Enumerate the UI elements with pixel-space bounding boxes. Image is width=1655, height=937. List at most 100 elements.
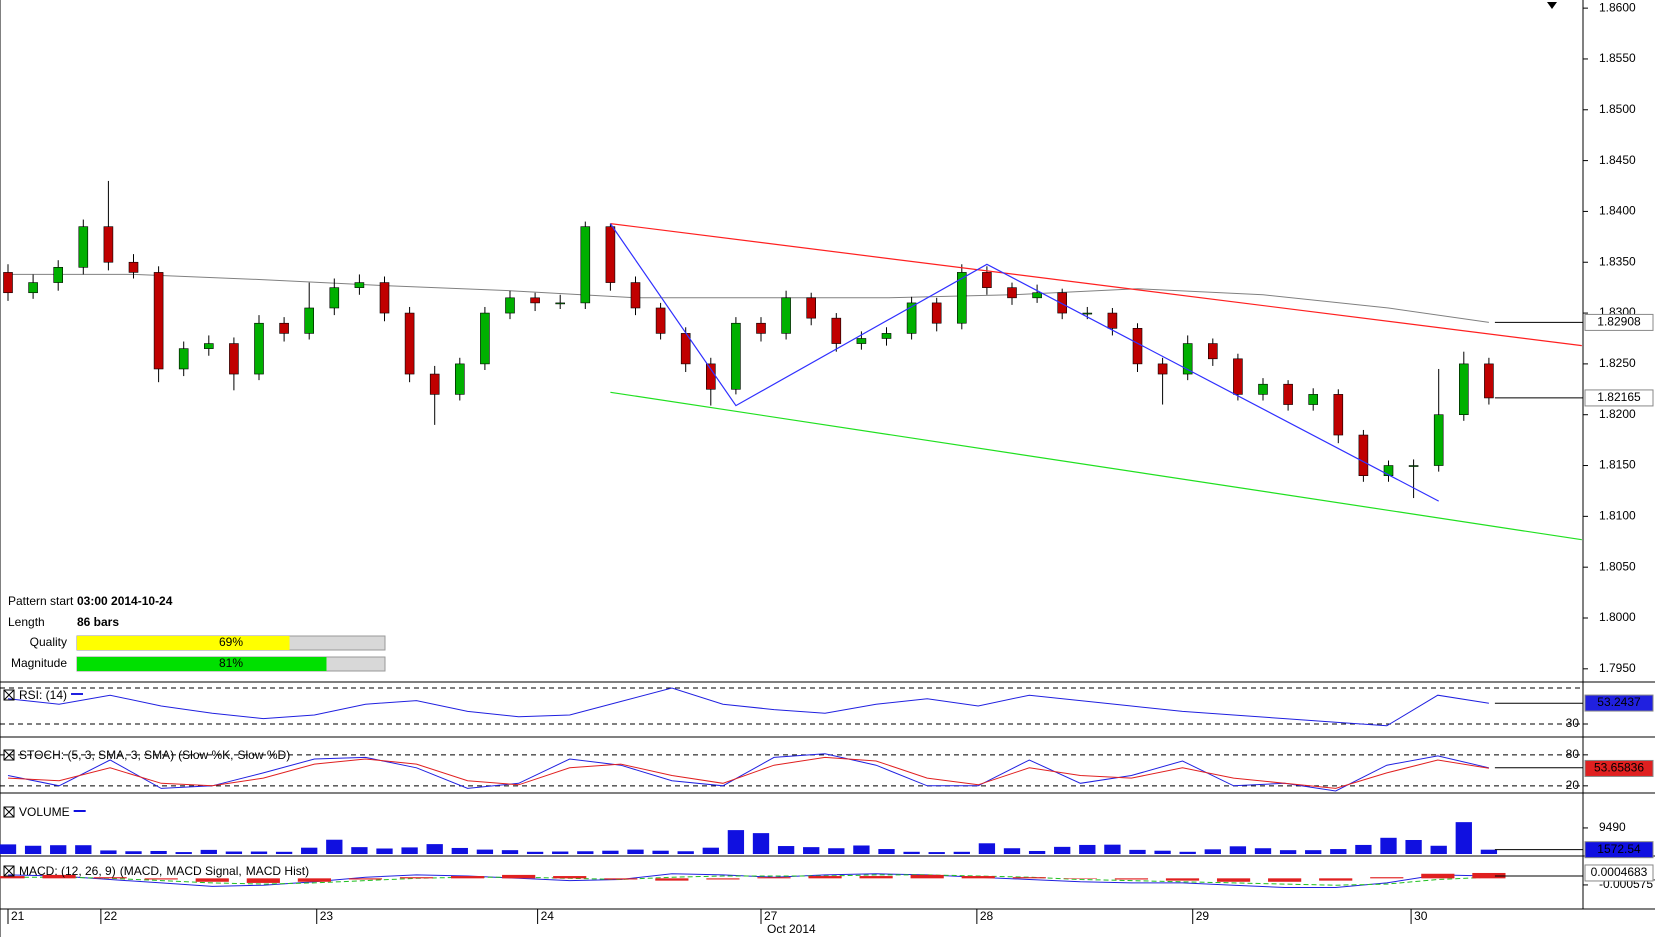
pane-icon xyxy=(3,865,15,877)
candle-body xyxy=(204,343,214,349)
bar xyxy=(195,878,229,882)
candle-body xyxy=(1333,394,1344,436)
bar xyxy=(1319,878,1353,881)
bar xyxy=(42,874,76,879)
bar xyxy=(246,878,280,883)
candle-body xyxy=(254,322,264,375)
y-tick-label: 80 xyxy=(1566,747,1580,761)
pane-icon xyxy=(3,806,15,818)
info-label: Magnitude xyxy=(11,656,67,670)
y-tick-label: 1.8400 xyxy=(1599,204,1636,218)
meter-label: 69% xyxy=(219,635,243,649)
bar xyxy=(752,833,770,854)
bar xyxy=(1216,878,1251,882)
candle-body xyxy=(78,226,89,268)
bar xyxy=(777,846,795,854)
candle-body xyxy=(1132,328,1143,365)
candle-body xyxy=(1383,465,1394,476)
value-box xyxy=(1584,864,1654,882)
candle-body xyxy=(304,307,315,334)
candle-body xyxy=(1107,312,1118,329)
meter-fill xyxy=(77,636,290,650)
pane-icon xyxy=(3,689,15,701)
x-tick-label: 30 xyxy=(1414,909,1428,923)
pattern-line xyxy=(610,223,1582,347)
indicator-line xyxy=(7,756,1489,789)
bar xyxy=(702,847,719,854)
candle-body xyxy=(1433,414,1444,466)
bar xyxy=(978,843,996,854)
bar xyxy=(351,847,368,854)
bar xyxy=(757,877,791,879)
bar xyxy=(125,851,142,854)
candle-body xyxy=(630,282,641,309)
pane-icon xyxy=(3,865,15,877)
bar xyxy=(552,851,569,854)
bar xyxy=(275,851,293,854)
bar xyxy=(0,844,17,854)
bar xyxy=(502,874,536,879)
bar xyxy=(451,847,468,854)
bar xyxy=(1472,872,1506,879)
bar xyxy=(1279,850,1297,854)
legend-label: (Slow %K, xyxy=(178,748,233,762)
candle-body xyxy=(1283,383,1293,405)
bar xyxy=(175,852,192,854)
bar xyxy=(828,848,845,854)
candle-body xyxy=(53,267,64,283)
candle-body xyxy=(480,312,490,365)
candle-body xyxy=(454,363,465,395)
candle-body xyxy=(354,282,365,288)
bar xyxy=(1165,878,1200,881)
menu-arrow xyxy=(1547,2,1557,9)
candle-body xyxy=(731,322,741,390)
bar xyxy=(200,849,217,854)
candle-body xyxy=(1182,343,1193,375)
bar xyxy=(1370,877,1404,879)
value-box xyxy=(1584,313,1654,331)
candle-body xyxy=(1032,292,1042,299)
candle-body xyxy=(555,302,566,305)
bar xyxy=(1268,878,1302,882)
bar xyxy=(24,845,42,854)
bar xyxy=(1063,878,1097,879)
y-tick-label: 1.8150 xyxy=(1599,458,1636,472)
indicator-line xyxy=(7,753,1490,792)
bar xyxy=(655,878,689,881)
bar xyxy=(1104,844,1121,854)
candle-body xyxy=(3,272,13,294)
indicator-line xyxy=(8,874,1489,886)
value-box xyxy=(1584,759,1654,777)
candle-body xyxy=(153,272,164,370)
bar xyxy=(1204,849,1221,854)
candle-body xyxy=(1408,465,1419,467)
y-tick-label: 1.8200 xyxy=(1599,407,1636,421)
candle-body xyxy=(1157,363,1168,375)
bar xyxy=(1480,849,1498,854)
candle-body xyxy=(1308,394,1318,405)
x-tick-label: 21 xyxy=(11,909,25,923)
candle-body xyxy=(229,343,239,375)
candle-body xyxy=(1057,292,1067,314)
candle-body xyxy=(404,312,415,375)
candle-body xyxy=(1358,434,1369,476)
bar xyxy=(903,851,920,854)
bar xyxy=(50,845,67,854)
bar xyxy=(1305,850,1322,854)
y-tick-label: 1.8050 xyxy=(1599,559,1636,573)
bar xyxy=(727,830,745,854)
bar xyxy=(1229,846,1247,854)
y-tick-label: 1.8100 xyxy=(1599,509,1636,523)
y-tick-label: 1.8000 xyxy=(1599,610,1636,624)
moving-average xyxy=(8,273,1489,323)
bar xyxy=(859,876,893,879)
pane-icon xyxy=(3,749,15,761)
bar xyxy=(1028,850,1046,854)
bar xyxy=(1430,845,1447,854)
candle-body xyxy=(781,297,791,334)
bar xyxy=(1079,844,1096,854)
bar xyxy=(1003,848,1021,854)
bar xyxy=(297,878,331,882)
bar xyxy=(476,849,494,854)
